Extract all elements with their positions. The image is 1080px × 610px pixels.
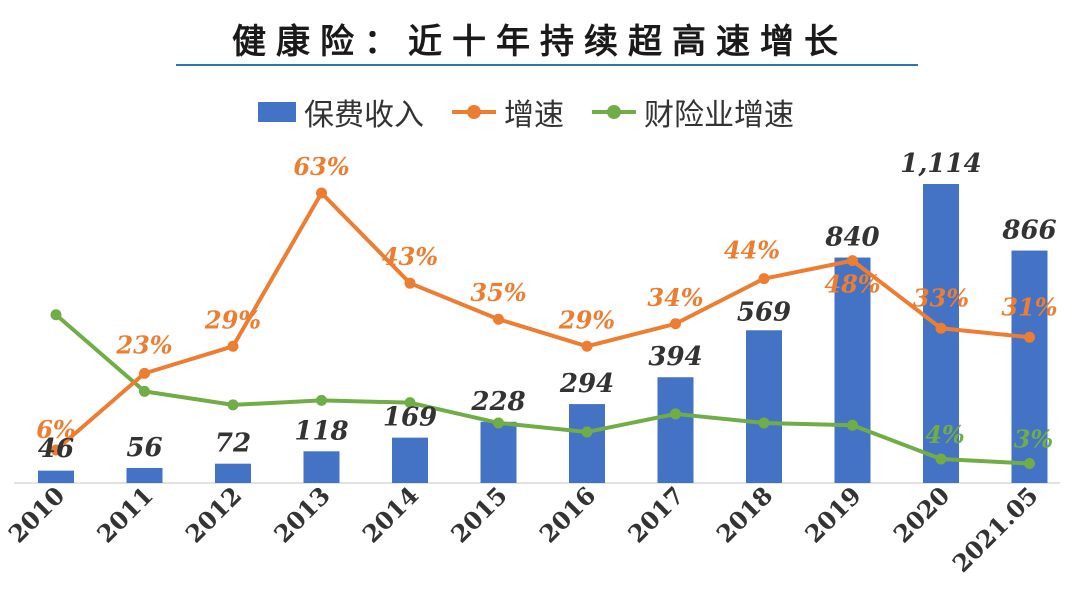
growth-label-2019: 48%: [824, 270, 880, 299]
bar-label-2010: 46: [38, 434, 74, 464]
pc-growth-point-2016: [581, 426, 593, 438]
bar-label-2016: 294: [559, 369, 614, 399]
growth-point-2019: [847, 255, 858, 267]
pc-growth-line: [54, 313, 1030, 466]
pc-growth-label-2020: 4%: [925, 420, 965, 449]
growth-label-2010: 6%: [36, 415, 76, 444]
growth-label-2020: 33%: [913, 283, 969, 312]
bar-label-2021.05: 866: [1001, 216, 1056, 246]
legend-label-growth: 增速: [504, 98, 564, 133]
bar-label-2013: 118: [294, 416, 348, 446]
pc-growth-label-2021.05: 3%: [1014, 425, 1054, 454]
growth-point-2015: [493, 313, 504, 325]
bar-2013: [303, 451, 340, 483]
growth-point-2016: [581, 340, 593, 352]
growth-point-2011: [139, 367, 150, 379]
x-tick-2010: 2010: [3, 481, 71, 549]
pc-growth-point-2013: [316, 394, 327, 406]
growth-point-2017: [670, 318, 681, 330]
chart-title: 健康险：近十年持续超高速增长: [232, 22, 848, 62]
legend-item-premium: 保费收入: [258, 90, 424, 134]
bar-label-2019: 840: [824, 223, 879, 253]
legend-item-growth: 增速: [452, 90, 564, 134]
pc-growth-point-2021.05: [1024, 458, 1035, 470]
x-tick-2017: 2017: [622, 481, 690, 549]
bar-label-2017: 394: [648, 342, 702, 372]
growth-point-2014: [404, 277, 416, 289]
x-tick-2019: 2019: [799, 481, 867, 549]
bar-label-2018: 569: [737, 297, 791, 327]
bar-2019: [834, 257, 871, 483]
x-tick-2015: 2015: [445, 481, 513, 549]
growth-label-2018: 44%: [724, 236, 780, 265]
x-tick-2014: 2014: [357, 481, 425, 549]
pc-growth-point-2020: [935, 453, 947, 465]
pc-growth-point-2014: [404, 397, 416, 409]
growth-label-2017: 34%: [647, 283, 703, 312]
growth-point-2012: [227, 340, 239, 352]
x-tick-2011: 2011: [91, 481, 159, 549]
legend-swatch-premium: [258, 102, 296, 122]
pc-growth-point-2018: [758, 417, 770, 429]
x-tick-2021.05: 2021.05: [946, 481, 1043, 578]
bar-2017: [657, 377, 694, 483]
bar-2018: [746, 330, 782, 483]
x-tick-2018: 2018: [711, 481, 779, 549]
growth-label-2016: 29%: [558, 305, 615, 334]
legend-swatch-pc-growth: [592, 105, 636, 119]
bar-label-2014: 169: [383, 403, 437, 433]
growth-line: [54, 191, 1030, 452]
growth-point-2010: [50, 444, 62, 456]
legend-label-pc-growth: 财险业增速: [644, 98, 794, 133]
growth-point-2020: [935, 322, 947, 334]
bar-label-2012: 72: [215, 429, 251, 459]
bar-label-2020: 1,114: [900, 149, 981, 179]
bar-2015: [480, 421, 517, 483]
pc-growth-point-2011: [139, 385, 150, 397]
growth-label-2014: 43%: [382, 242, 438, 271]
pc-growth-point-2010: [50, 309, 62, 321]
x-tick-2016: 2016: [534, 481, 602, 549]
growth-label-2012: 29%: [204, 305, 261, 334]
x-tick-2020: 2020: [888, 481, 956, 549]
legend: 保费收入 增速 财险业增速: [258, 90, 794, 134]
growth-label-2013: 63%: [293, 152, 349, 181]
legend-label-premium: 保费收入: [304, 98, 424, 133]
bar-2021.05: [1011, 250, 1048, 483]
bar-label-2015: 228: [470, 387, 525, 417]
growth-label-2011: 23%: [115, 330, 172, 359]
pc-growth-point-2012: [227, 399, 239, 411]
growth-point-2013: [316, 187, 327, 199]
pc-growth-point-2017: [670, 408, 681, 420]
bar-2014: [392, 437, 428, 483]
bar-2012: [215, 463, 251, 483]
pc-growth-point-2019: [847, 419, 858, 431]
growth-point-2021.05: [1024, 331, 1035, 343]
bar-label-2011: 56: [126, 433, 162, 463]
legend-item-pc-growth: 财险业增速: [592, 90, 794, 134]
title-underline: [176, 64, 918, 66]
x-tick-2012: 2012: [180, 481, 248, 549]
x-tick-2013: 2013: [268, 481, 336, 549]
bar-2011: [126, 467, 163, 483]
pc-growth-point-2015: [493, 417, 504, 429]
bar-2010: [38, 470, 74, 483]
legend-swatch-growth: [452, 105, 496, 119]
bar-2016: [569, 404, 605, 483]
growth-label-2015: 35%: [470, 278, 526, 307]
growth-label-2021.05: 31%: [1001, 292, 1057, 321]
growth-point-2018: [758, 273, 770, 285]
